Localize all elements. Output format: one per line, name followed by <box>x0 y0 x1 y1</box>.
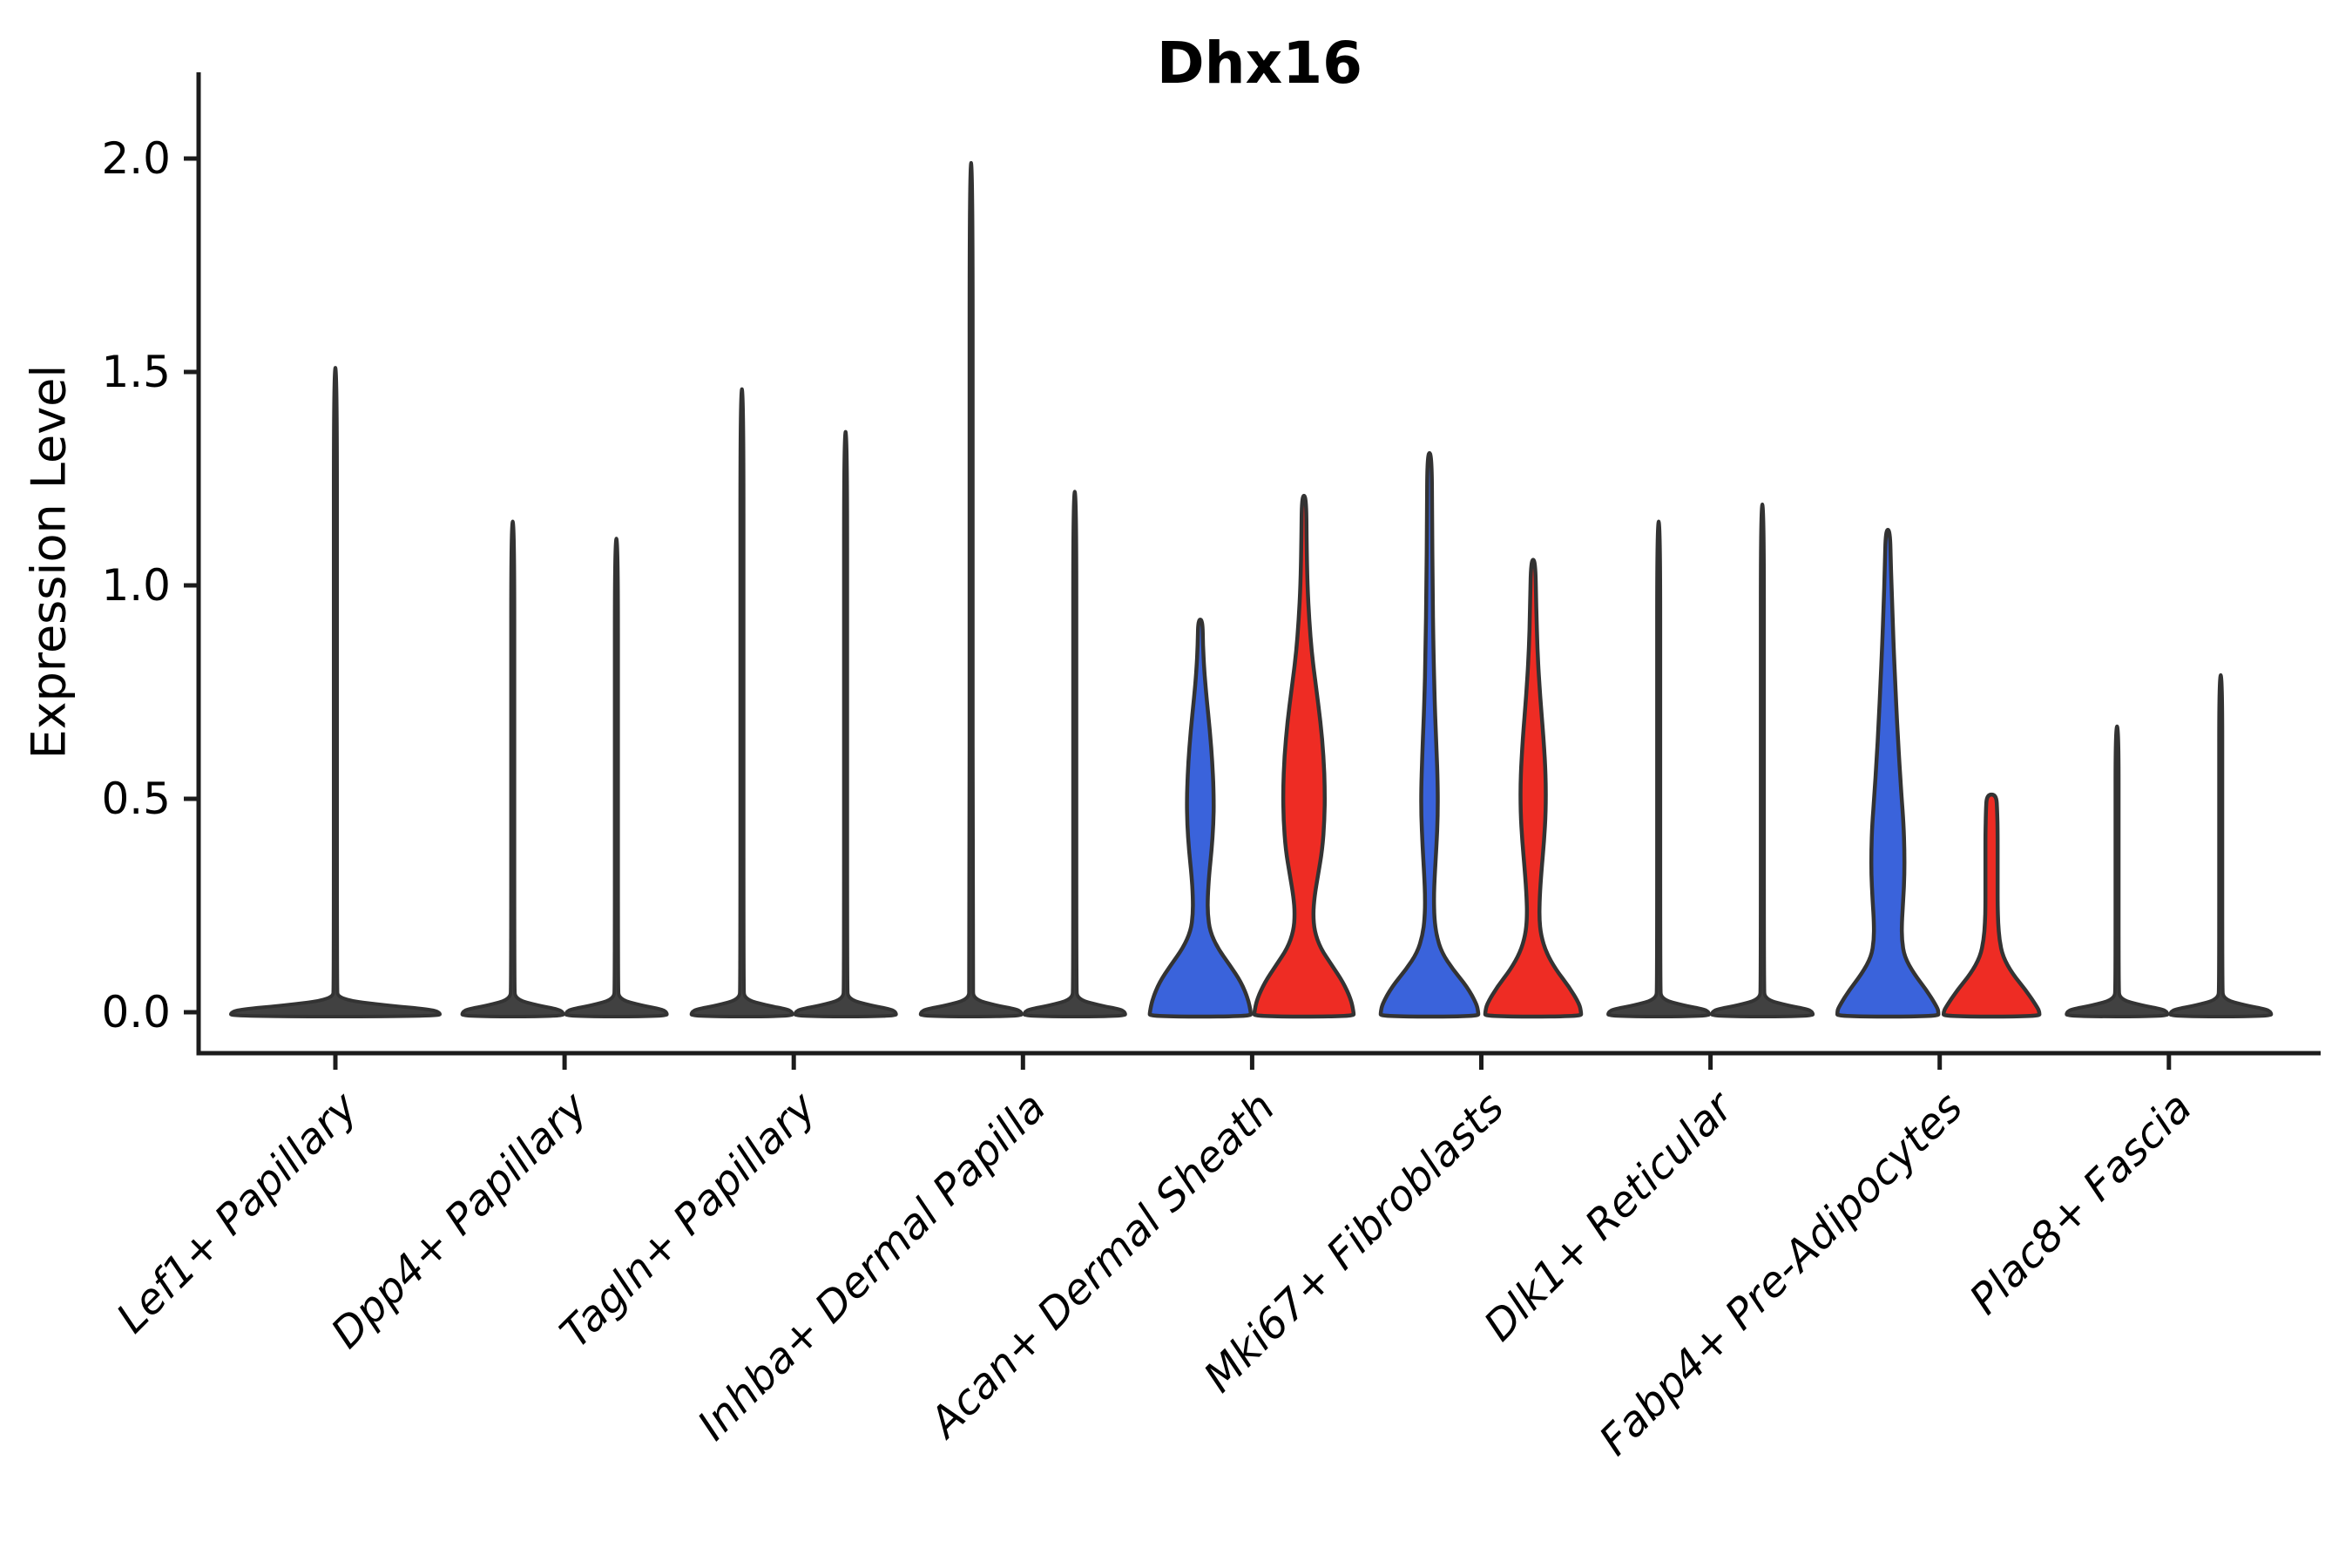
y-tick-label: 2.0 <box>101 133 171 184</box>
chart-title: Dhx16 <box>1156 30 1363 97</box>
violin-8-right <box>1941 792 2042 1019</box>
violin-1-center <box>229 366 442 1018</box>
violin-3-left <box>689 387 794 1018</box>
violin-8-left <box>1835 528 1941 1019</box>
violin-3-right <box>793 429 898 1018</box>
violin-7-right <box>1710 502 1815 1018</box>
violin-5-left <box>1147 617 1254 1019</box>
violin-6-right <box>1483 558 1584 1019</box>
violin-4-right <box>1022 490 1127 1018</box>
violin-5-right <box>1252 493 1356 1019</box>
violin-2-right <box>564 537 669 1018</box>
violin-7-left <box>1606 519 1712 1018</box>
y-tick-label: 1.5 <box>101 347 171 397</box>
violin-2-left <box>460 519 565 1018</box>
violin-6-left <box>1378 450 1481 1019</box>
y-tick-label: 1.0 <box>101 560 171 611</box>
violin-9-right <box>2168 672 2274 1018</box>
violin-4-left <box>918 160 1024 1018</box>
y-tick-label: 0.5 <box>101 774 171 824</box>
y-tick-label: 0.0 <box>101 987 171 1037</box>
violin-9-left <box>2065 724 2170 1018</box>
